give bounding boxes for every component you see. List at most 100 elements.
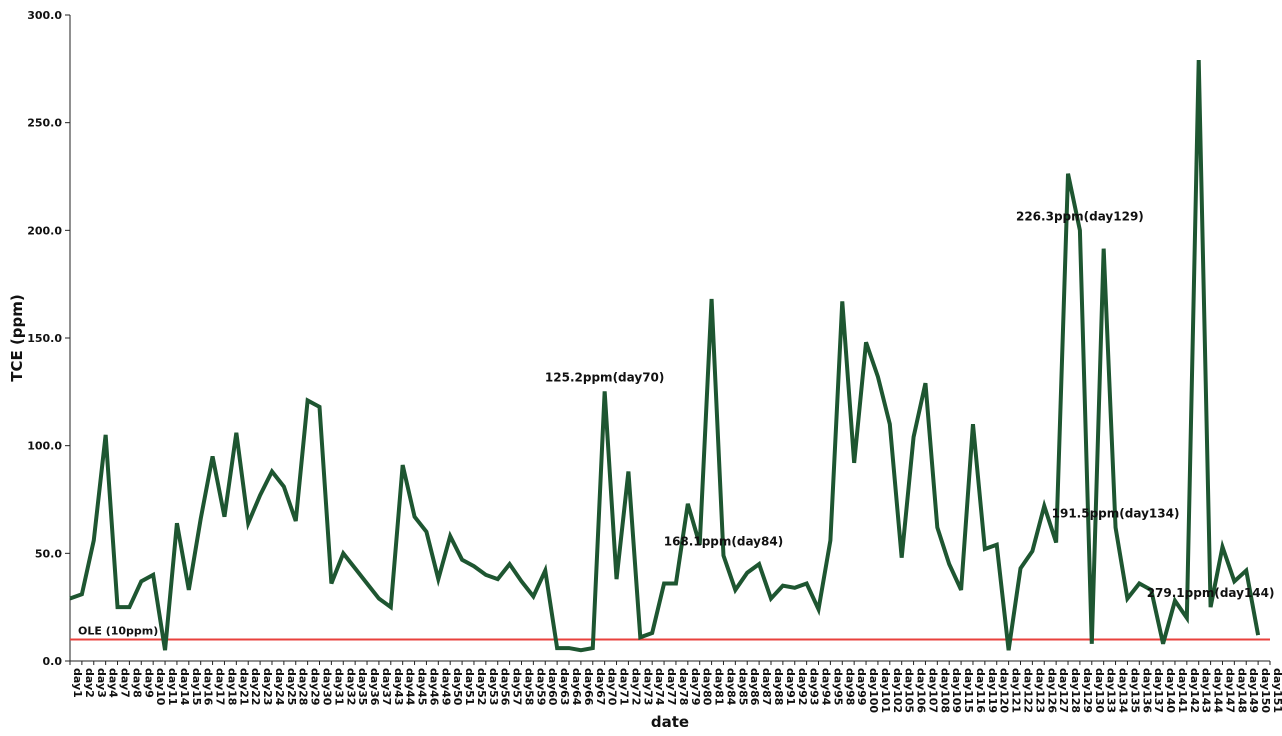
x-tick-label: day91 <box>784 668 797 705</box>
x-tick-label: day18 <box>225 668 238 705</box>
annotation: 191.5ppm(day134) <box>1052 506 1180 520</box>
x-tick-label: day120 <box>998 668 1011 713</box>
data-line <box>69 59 1261 653</box>
x-tick-label: day15 <box>190 668 203 705</box>
x-tick-label: day14 <box>178 668 191 706</box>
x-tick-label: day85 <box>736 668 749 705</box>
x-tick-label: day50 <box>451 668 464 706</box>
x-tick-label: day134 <box>1117 668 1130 713</box>
x-tick-label: day9 <box>142 668 155 698</box>
x-tick-label: day8 <box>130 668 143 698</box>
x-tick-label: day45 <box>416 668 429 705</box>
x-tick-label: day105 <box>903 668 916 713</box>
x-tick-label: day135 <box>1128 668 1141 713</box>
x-tick-label: day137 <box>1152 668 1165 713</box>
x-tick-label: day119 <box>986 668 999 713</box>
x-tick-label: day109 <box>950 668 963 713</box>
x-tick-label: day16 <box>202 668 215 706</box>
x-tick-label: day107 <box>926 668 939 713</box>
x-tick-label: day73 <box>641 668 654 705</box>
x-tick-label: day37 <box>380 668 393 705</box>
x-tick-label: day30 <box>321 668 334 706</box>
x-tick-label: day43 <box>392 668 405 705</box>
y-tick-label: 300.0 <box>27 9 62 22</box>
x-tick-label: day108 <box>938 668 951 713</box>
x-axis-label: date <box>651 713 689 731</box>
x-tick-label: day115 <box>962 668 975 713</box>
x-tick-label: day144 <box>1212 668 1225 713</box>
x-tick-label: day2 <box>83 668 96 698</box>
x-tick-label: day102 <box>891 668 904 713</box>
x-tick-label: day92 <box>796 668 809 705</box>
x-tick-label: day63 <box>558 668 571 705</box>
x-tick-label: day31 <box>332 668 345 705</box>
reference-label: OLE (10ppm) <box>78 624 158 637</box>
x-tick-label: day101 <box>879 668 892 713</box>
x-tick-label: day7 <box>119 668 132 698</box>
x-tick-label: day78 <box>677 668 690 705</box>
x-tick-label: day99 <box>855 668 868 705</box>
x-tick-label: day60 <box>546 668 559 706</box>
x-tick-label: day52 <box>475 668 488 705</box>
x-tick-label: day87 <box>760 668 773 705</box>
annotation: 226.3ppm(day129) <box>1016 209 1144 223</box>
x-tick-label: day147 <box>1223 668 1236 713</box>
x-tick-label: day32 <box>344 668 357 705</box>
y-tick-label: 100.0 <box>27 440 62 453</box>
x-tick-label: day143 <box>1200 668 1213 713</box>
x-tick-label: day94 <box>820 668 833 706</box>
x-tick-label: day74 <box>653 668 666 706</box>
x-tick-label: day80 <box>701 668 714 706</box>
x-tick-label: day57 <box>511 668 524 705</box>
x-tick-label: day24 <box>273 668 286 706</box>
x-tick-label: day130 <box>1093 668 1106 713</box>
x-tick-label: day56 <box>499 668 512 706</box>
x-tick-label: day22 <box>249 668 262 705</box>
x-tick-label: day116 <box>974 668 987 713</box>
y-tick-label: 250.0 <box>27 117 62 130</box>
x-tick-label: day126 <box>1045 668 1058 713</box>
x-tick-label: day44 <box>404 668 417 706</box>
x-tick-label: day95 <box>831 668 844 705</box>
x-tick-label: day51 <box>463 668 476 705</box>
x-tick-label: day58 <box>522 668 535 705</box>
x-tick-label: day150 <box>1259 668 1272 713</box>
x-tick-label: day86 <box>748 668 761 706</box>
x-tick-label: day67 <box>594 668 607 705</box>
x-tick-label: day133 <box>1105 668 1118 713</box>
x-tick-label: day70 <box>606 668 619 706</box>
x-tick-label: day35 <box>356 668 369 705</box>
x-tick-label: day4 <box>107 668 120 698</box>
x-tick-label: day136 <box>1140 668 1153 713</box>
x-tick-label: day11 <box>166 668 179 705</box>
y-tick-label: 200.0 <box>27 224 62 237</box>
x-tick-label: day28 <box>297 668 310 705</box>
x-tick-label: day129 <box>1081 668 1094 713</box>
x-tick-label: day148 <box>1235 668 1248 713</box>
x-tick-label: day100 <box>867 668 880 713</box>
annotation: 168.1ppm(day84) <box>664 534 783 548</box>
y-axis-label: TCE (ppm) <box>8 294 26 382</box>
x-tick-label: day21 <box>237 668 250 705</box>
x-tick-label: day81 <box>713 668 726 705</box>
x-tick-label: day17 <box>214 668 227 705</box>
x-tick-label: day88 <box>772 668 785 705</box>
x-tick-label: day1 <box>71 668 84 698</box>
x-tick-label: day77 <box>665 668 678 705</box>
x-tick-label: day71 <box>618 668 631 705</box>
x-tick-label: day149 <box>1247 668 1260 713</box>
x-tick-label: day46 <box>427 668 440 706</box>
x-tick-label: day128 <box>1069 668 1082 713</box>
x-tick-label: day49 <box>439 668 452 705</box>
x-tick-label: day140 <box>1164 668 1177 713</box>
x-tick-label: day29 <box>309 668 322 705</box>
x-tick-label: day36 <box>368 668 381 706</box>
x-tick-label: day127 <box>1057 668 1070 713</box>
y-tick-label: 50.0 <box>35 547 62 560</box>
x-tick-label: day106 <box>915 668 928 713</box>
x-tick-label: day66 <box>582 668 595 706</box>
x-tick-label: day10 <box>154 668 167 706</box>
x-tick-label: day121 <box>1010 668 1023 713</box>
x-tick-label: day59 <box>534 668 547 705</box>
